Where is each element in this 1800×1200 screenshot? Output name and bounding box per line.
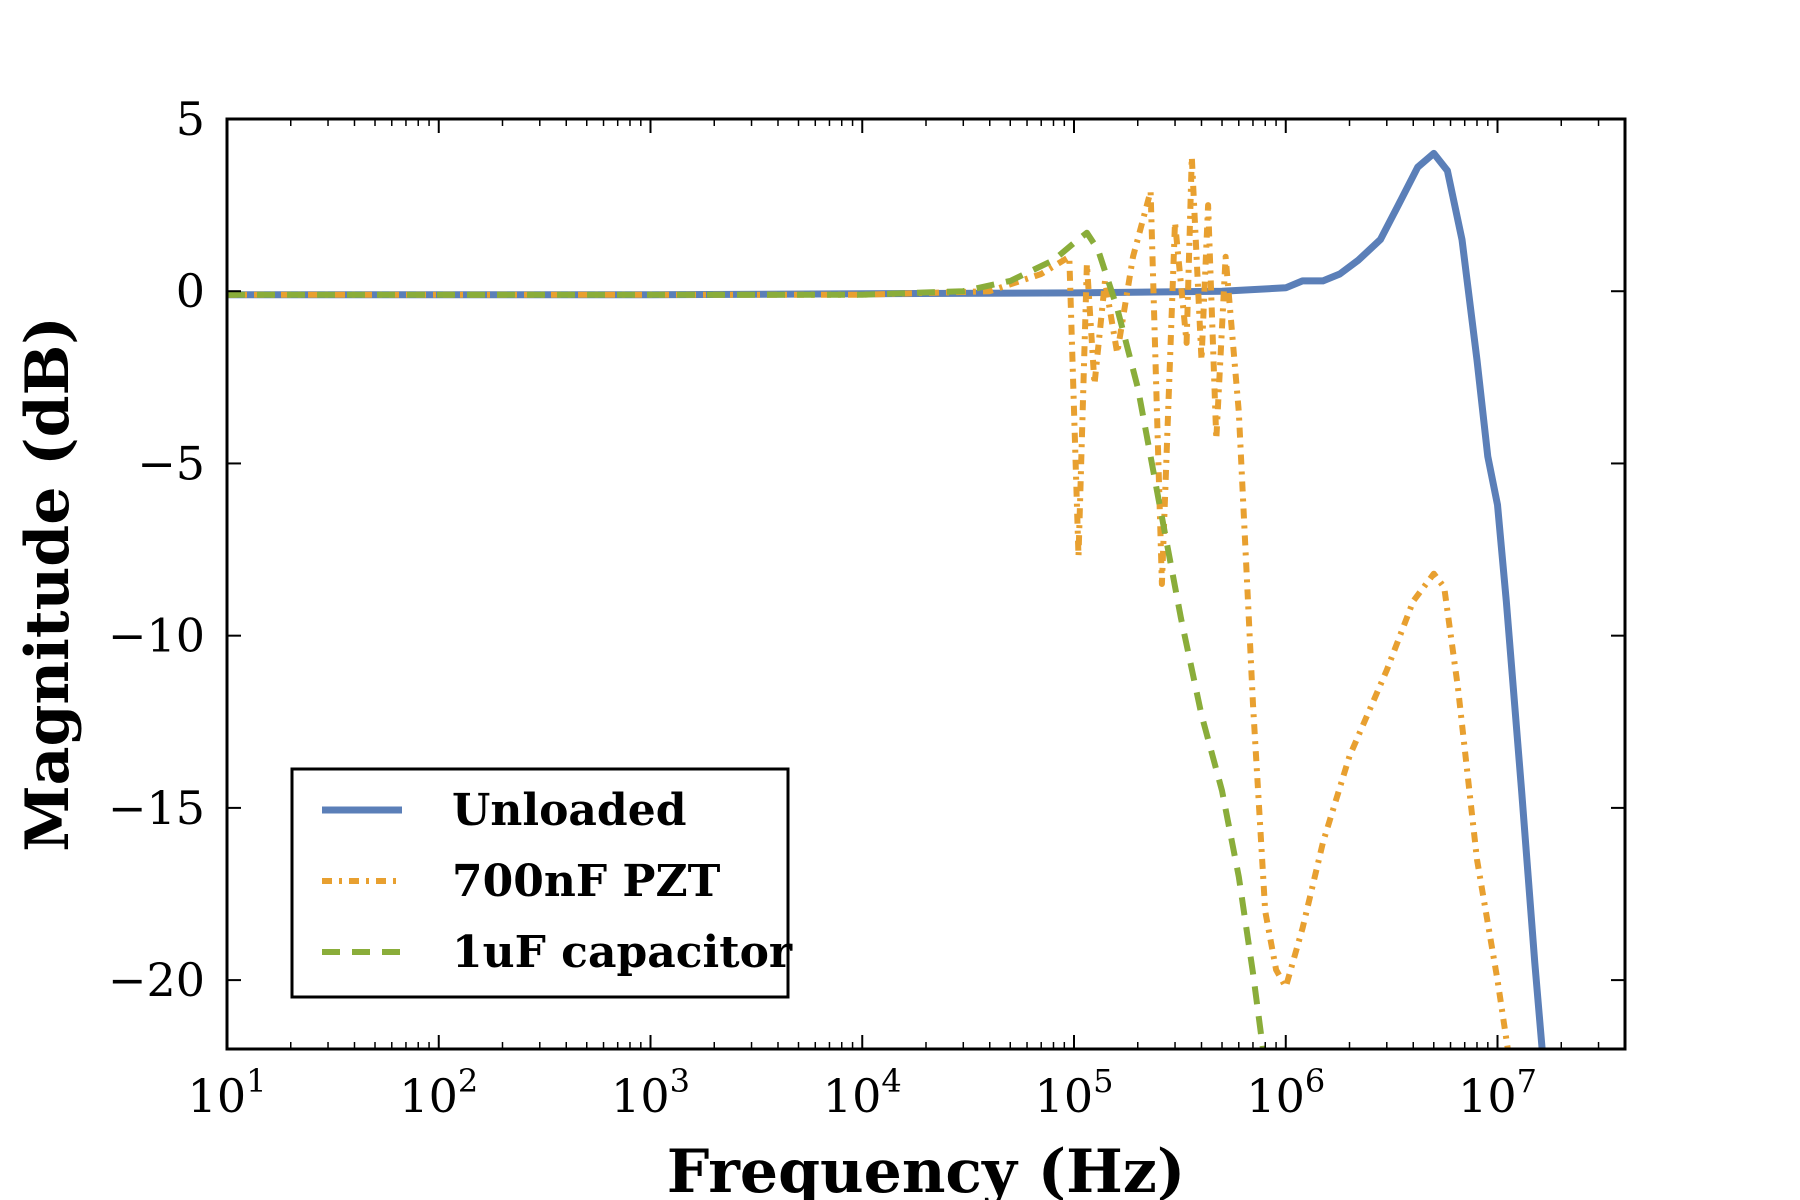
legend-label-0: Unloaded — [452, 785, 686, 836]
x-tick-label: 107 — [1458, 1062, 1537, 1123]
series-line-1 — [227, 153, 1511, 1049]
plot-frame — [225, 117, 1627, 1051]
y-tick-label: 0 — [176, 264, 205, 318]
series-line-2 — [227, 229, 1266, 1049]
x-tick-label: 104 — [823, 1062, 902, 1123]
legend-label-1: 700nF PZT — [452, 856, 721, 907]
y-tick-label: −10 — [108, 609, 205, 663]
tick-labels: 101 102 103 104 105 106 107 5 0 −5 −10 −15 −20 — [108, 92, 1537, 1123]
y-tick-label: −20 — [108, 953, 205, 1007]
x-tick-label: 105 — [1035, 1062, 1114, 1123]
y-tick-label: 5 — [176, 92, 205, 146]
legend: Unloaded 700nF PZT 1uF capacitor — [290, 767, 793, 999]
series-layer — [227, 149, 1546, 1049]
y-tick-label: −5 — [137, 436, 205, 490]
y-axis-title: Magnitude (dB) — [13, 316, 83, 851]
legend-label-2: 1uF capacitor — [452, 927, 793, 978]
x-tick-label: 102 — [399, 1062, 478, 1123]
x-tick-label: 106 — [1246, 1062, 1325, 1123]
x-tick-label: 101 — [188, 1062, 267, 1123]
x-axis-title: Frequency (Hz) — [667, 1137, 1186, 1200]
x-tick-label: 103 — [611, 1062, 690, 1123]
series-line-0 — [227, 149, 1546, 1049]
y-tick-label: −15 — [108, 781, 205, 835]
